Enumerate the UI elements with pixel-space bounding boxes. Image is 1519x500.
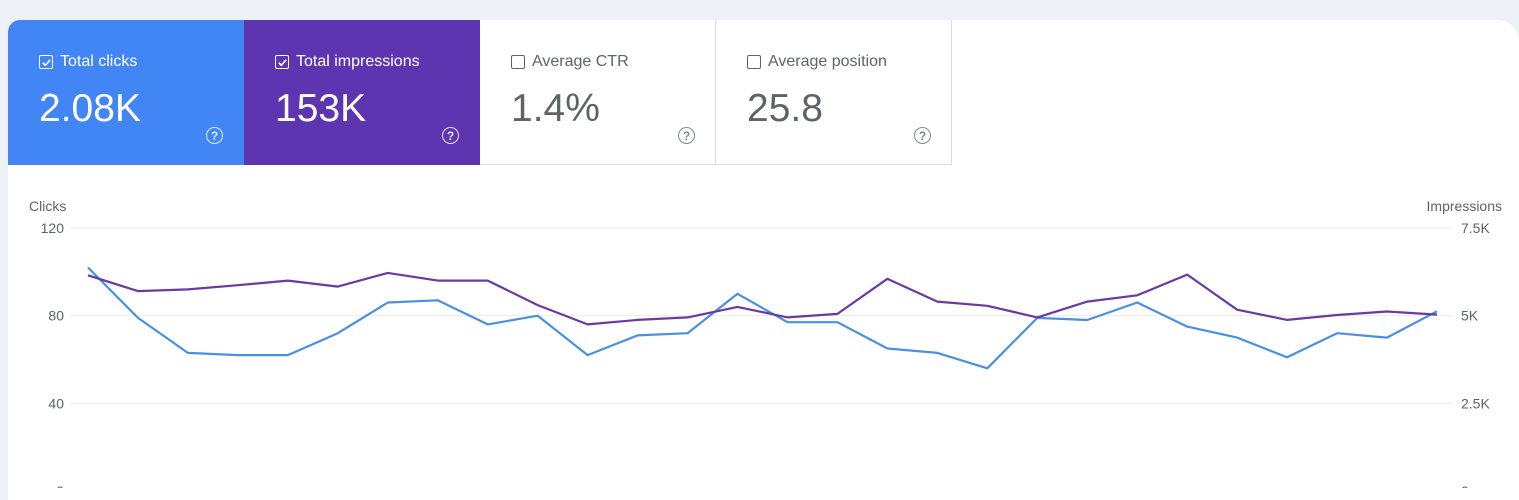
- y-left-tick-label: 80: [48, 308, 64, 324]
- y-right-tick-label: 5K: [1461, 308, 1479, 324]
- y-right-tick-label: 7.5K: [1461, 220, 1490, 236]
- y-left-tick-label: 40: [48, 395, 64, 411]
- y-right-tick-label: 2.5K: [1461, 395, 1490, 411]
- y-left-axis-label: Clicks: [29, 198, 66, 214]
- y-left-tick-label: 120: [41, 220, 65, 236]
- y-right-axis-label: Impressions: [1427, 198, 1502, 214]
- y-left-tick-label: 0: [56, 483, 64, 488]
- impressions-series-line: [88, 273, 1437, 325]
- y-right-tick-label: 0: [1461, 483, 1469, 488]
- performance-chart: Clicks Impressions 120 80 40 0 7.5K 5K 2.5K 0: [0, 0, 1519, 488]
- clicks-series-line: [88, 268, 1437, 369]
